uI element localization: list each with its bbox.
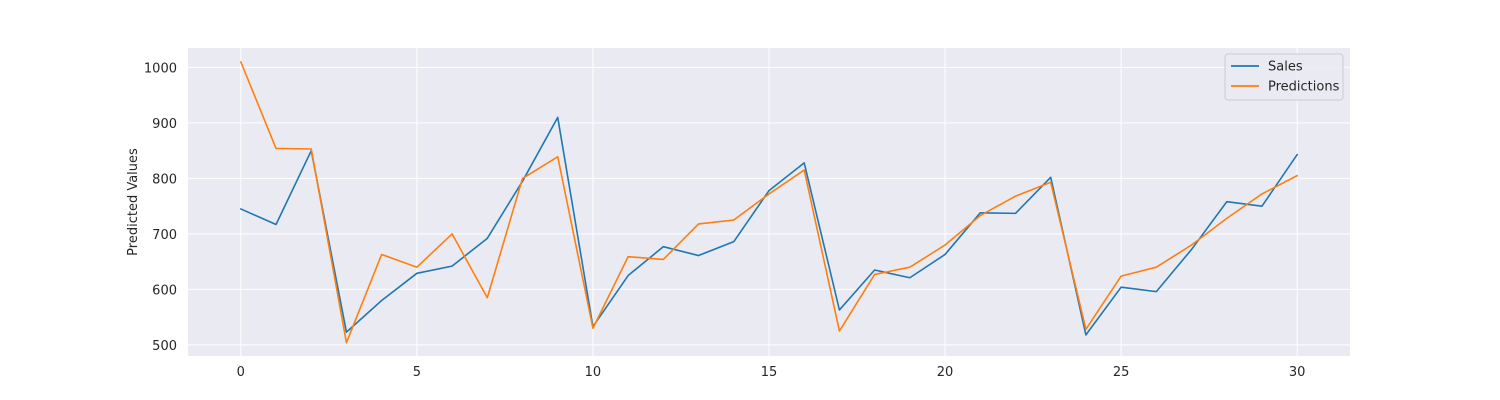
legend: Sales Predictions [1224,53,1344,101]
legend-entry-predictions: Predictions [1268,80,1340,95]
y-tick-label: 500 [152,339,177,354]
x-axis-ticks: 0 5 10 15 20 25 30 [237,365,1306,380]
series-line-predictions [240,61,1298,344]
y-tick-label: 1000 [144,61,177,76]
gridlines [188,48,1350,356]
x-tick-label: 25 [1113,365,1130,380]
series-layer [240,61,1298,344]
x-tick-label: 10 [585,365,602,380]
x-tick-label: 0 [237,365,245,380]
series-line-sales [240,116,1298,336]
y-tick-label: 700 [152,228,177,243]
legend-entry-sales: Sales [1268,60,1303,75]
x-tick-label: 20 [937,365,954,380]
y-tick-label: 800 [152,172,177,187]
x-tick-label: 5 [413,365,421,380]
y-axis-ticks: 500 600 700 800 900 1000 [144,61,177,353]
y-tick-label: 600 [152,283,177,298]
y-tick-label: 900 [152,117,177,132]
y-axis-label: Predicted Values [126,148,141,256]
x-tick-label: 15 [761,365,778,380]
x-tick-label: 30 [1289,365,1306,380]
